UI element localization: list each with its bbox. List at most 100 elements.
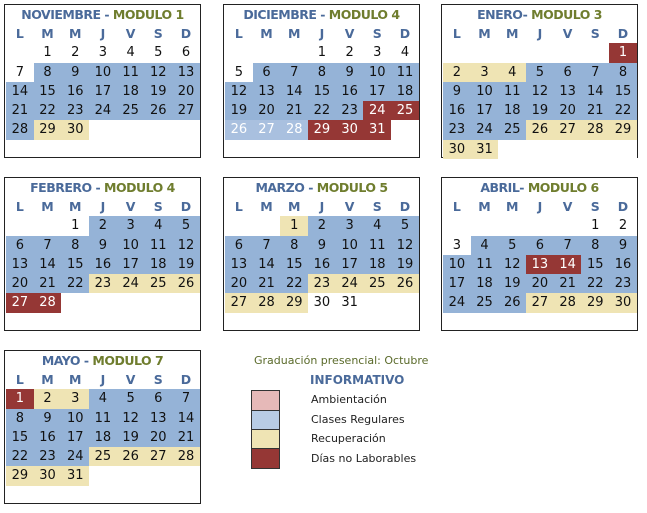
day-cell: 25: [363, 274, 392, 294]
day-cell: 22: [33, 101, 62, 121]
day-cell: 22: [609, 101, 637, 121]
day-cell: 1: [280, 216, 309, 236]
month-title: DICIEMBRE - MODULO 4: [224, 5, 419, 24]
weekday-label: V: [125, 372, 136, 387]
day-cell: 12: [144, 62, 173, 82]
day-cell: 12: [116, 408, 145, 428]
weekday-label: V: [344, 199, 355, 214]
day-cell: 23: [335, 101, 364, 121]
day-cell: 17: [443, 274, 471, 294]
day-cell: 28: [553, 293, 582, 313]
weekday-label: M: [260, 26, 273, 41]
weekday-label: J: [537, 199, 543, 214]
week-row: 20 21 22 23 24 25 26: [5, 274, 200, 294]
week-row: 27 28 29 30 31: [224, 293, 419, 313]
day-cell: [252, 216, 281, 236]
module-name: MODULO 4: [100, 180, 175, 195]
day-cell: 14: [252, 254, 281, 275]
day-cell: 20: [225, 274, 253, 294]
day-cell: [581, 43, 610, 63]
day-cell: 8: [609, 62, 637, 82]
day-cell: 22: [6, 447, 34, 467]
day-cell: 28: [581, 120, 610, 140]
month-name: NOVIEMBRE -: [21, 7, 110, 22]
day-cell: 10: [335, 235, 364, 255]
day-cell: 11: [89, 408, 117, 428]
day-cell: 16: [335, 81, 364, 102]
day-cell: 18: [363, 254, 392, 275]
weekday-label: S: [372, 199, 382, 214]
week-row: 15 16 17 18 19 20 21: [5, 427, 200, 448]
day-cell: 5: [498, 235, 527, 255]
day-cell: 20: [144, 427, 173, 448]
weekday-label: M: [68, 26, 82, 41]
day-cell: [581, 139, 610, 160]
day-cell: 10: [116, 235, 145, 255]
day-cell: 30: [335, 120, 364, 140]
day-cell: [609, 139, 637, 160]
day-cell: [144, 120, 173, 140]
legend-label: Ambientación: [311, 393, 387, 407]
week-row: 6 7 8 9 10 11 12: [224, 235, 419, 255]
day-cell: 16: [33, 427, 62, 448]
day-cell: 7: [252, 235, 281, 255]
day-cell: [116, 466, 145, 486]
day-cell: 11: [144, 235, 173, 255]
week-row: 10 11 12 13 14 15 16: [442, 254, 637, 275]
day-cell: 30: [443, 139, 471, 160]
day-cell: 1: [61, 216, 90, 236]
day-cell: 30: [61, 120, 90, 140]
weekday-label: V: [125, 26, 136, 41]
day-cell: 25: [498, 120, 527, 140]
day-cell: 29: [609, 120, 637, 140]
day-cell: [553, 139, 582, 160]
day-cell: [6, 43, 34, 63]
day-cell: 6: [526, 235, 554, 255]
day-cell: [144, 466, 173, 486]
week-row: 29 30 31: [5, 466, 200, 486]
day-cell: 18: [89, 427, 117, 448]
day-cell: [225, 43, 253, 63]
day-cell: 2: [335, 43, 364, 63]
day-cell: 25: [391, 101, 419, 121]
weekday-label: S: [153, 199, 163, 214]
day-cell: 4: [363, 216, 392, 236]
weekday-label: M: [260, 199, 273, 214]
day-cell: 25: [116, 101, 145, 121]
day-cell: [172, 120, 200, 140]
day-cell: 29: [581, 293, 610, 313]
day-cell: [443, 216, 471, 236]
day-cell: [553, 216, 582, 236]
day-cell: 12: [526, 81, 554, 102]
day-cell: 18: [391, 81, 419, 102]
day-cell: 18: [144, 254, 173, 275]
day-cell: 5: [144, 43, 173, 63]
day-cell: 1: [6, 389, 34, 409]
day-cell: 5: [526, 62, 554, 82]
day-cell: 23: [609, 274, 637, 294]
day-cell: 9: [61, 62, 90, 82]
day-cell: 21: [172, 427, 200, 448]
month-name: ENERO-: [477, 7, 528, 22]
month-calendar: MAYO - MODULO 7 L M M J V S D 1 2 3 4 5 6 7 8 9 10 11 12 13 1…: [4, 350, 201, 504]
day-cell: 15: [308, 81, 336, 102]
day-cell: [252, 43, 281, 63]
day-cell: 8: [61, 235, 90, 255]
day-cell: 7: [280, 62, 309, 82]
day-cell: 25: [89, 447, 117, 467]
weekday-label: J: [319, 199, 325, 214]
day-cell: 24: [363, 101, 392, 121]
module-name: MODULO 3: [527, 7, 602, 22]
legend-swatch: [251, 409, 280, 429]
day-cell: 27: [144, 447, 173, 467]
legend-label: Recuperación: [311, 432, 386, 446]
day-cell: 8: [33, 62, 62, 82]
day-cell: 22: [61, 274, 90, 294]
day-cell: 5: [172, 216, 200, 236]
weekday-label: S: [590, 26, 600, 41]
day-cell: 7: [6, 62, 34, 82]
week-row: 1: [442, 43, 637, 63]
